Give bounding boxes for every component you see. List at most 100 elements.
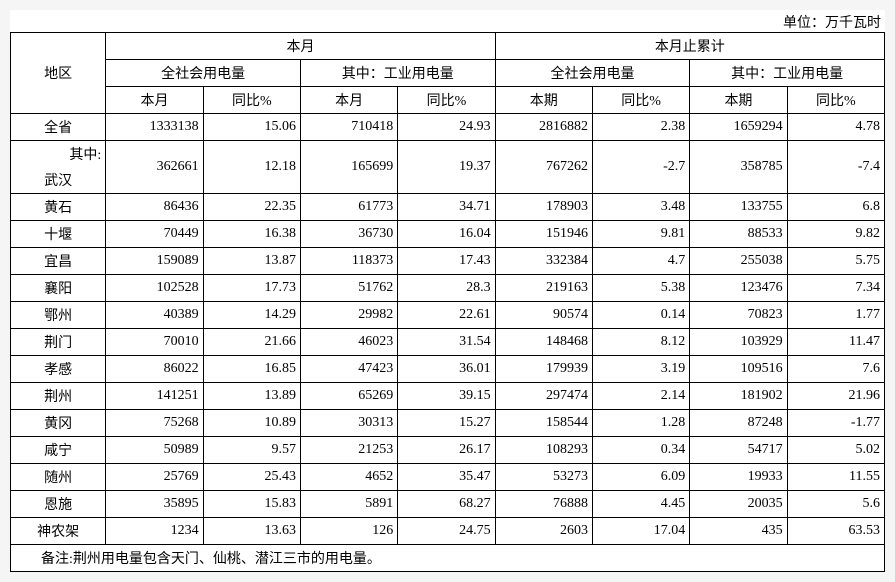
header-total-consumption-cum: 全社会用电量: [495, 60, 690, 87]
table-row: 黄冈7526810.893031315.271585441.2887248-1.…: [11, 410, 885, 437]
value-cell: 165699: [300, 141, 397, 194]
region-cell: 其中:: [11, 141, 106, 168]
value-cell: 5.75: [787, 248, 884, 275]
value-cell: 7.34: [787, 275, 884, 302]
value-cell: 255038: [690, 248, 787, 275]
region-cell: 随州: [11, 464, 106, 491]
table-row: 全省133313815.0671041824.9328168822.381659…: [11, 114, 885, 141]
value-cell: 5.38: [592, 275, 689, 302]
header-month-2: 本月: [300, 87, 397, 114]
value-cell: 178903: [495, 194, 592, 221]
value-cell: 16.38: [203, 221, 300, 248]
value-cell: 297474: [495, 383, 592, 410]
value-cell: 5.02: [787, 437, 884, 464]
value-cell: 70010: [106, 329, 203, 356]
value-cell: 31.54: [398, 329, 495, 356]
value-cell: 2.14: [592, 383, 689, 410]
table-row: 随州2576925.43465235.47532736.091993311.55: [11, 464, 885, 491]
value-cell: 88533: [690, 221, 787, 248]
value-cell: 15.27: [398, 410, 495, 437]
value-cell: 3.48: [592, 194, 689, 221]
value-cell: 9.82: [787, 221, 884, 248]
value-cell: 126: [300, 518, 397, 545]
value-cell: 16.85: [203, 356, 300, 383]
value-cell: 21.66: [203, 329, 300, 356]
header-yoy-4: 同比%: [787, 87, 884, 114]
region-cell: 恩施: [11, 491, 106, 518]
header-month-1: 本月: [106, 87, 203, 114]
value-cell: 70823: [690, 302, 787, 329]
value-cell: -7.4: [787, 141, 884, 194]
header-region: 地区: [11, 33, 106, 114]
header-period-2: 本期: [690, 87, 787, 114]
value-cell: 1.77: [787, 302, 884, 329]
value-cell: 10.89: [203, 410, 300, 437]
value-cell: 36730: [300, 221, 397, 248]
header-industrial-consumption: 其中：工业用电量: [300, 60, 495, 87]
value-cell: 68.27: [398, 491, 495, 518]
value-cell: 15.83: [203, 491, 300, 518]
value-cell: 9.81: [592, 221, 689, 248]
value-cell: 13.87: [203, 248, 300, 275]
value-cell: 358785: [690, 141, 787, 194]
value-cell: 47423: [300, 356, 397, 383]
region-cell: 十堰: [11, 221, 106, 248]
value-cell: 8.12: [592, 329, 689, 356]
header-yoy-3: 同比%: [592, 87, 689, 114]
value-cell: 11.55: [787, 464, 884, 491]
header-industrial-consumption-cum: 其中：工业用电量: [690, 60, 885, 87]
value-cell: 87248: [690, 410, 787, 437]
region-cell: 全省: [11, 114, 106, 141]
unit-label: 单位：万千瓦时: [10, 10, 885, 32]
value-cell: 362661: [106, 141, 203, 194]
value-cell: 40389: [106, 302, 203, 329]
value-cell: 17.73: [203, 275, 300, 302]
region-cell: 武汉: [11, 167, 106, 194]
value-cell: 30313: [300, 410, 397, 437]
value-cell: 9.57: [203, 437, 300, 464]
value-cell: 76888: [495, 491, 592, 518]
header-this-month-group: 本月: [106, 33, 495, 60]
value-cell: 767262: [495, 141, 592, 194]
region-cell: 神农架: [11, 518, 106, 545]
footnote-row: 备注:荆州用电量包含天门、仙桃、潜江三市的用电量。: [11, 545, 885, 572]
value-cell: 1333138: [106, 114, 203, 141]
header-total-consumption: 全社会用电量: [106, 60, 301, 87]
value-cell: 103929: [690, 329, 787, 356]
value-cell: 4.45: [592, 491, 689, 518]
value-cell: 26.17: [398, 437, 495, 464]
value-cell: 24.75: [398, 518, 495, 545]
value-cell: 0.34: [592, 437, 689, 464]
value-cell: 0.14: [592, 302, 689, 329]
value-cell: 219163: [495, 275, 592, 302]
value-cell: 123476: [690, 275, 787, 302]
footnote-text: 备注:荆州用电量包含天门、仙桃、潜江三市的用电量。: [11, 545, 885, 572]
value-cell: 148468: [495, 329, 592, 356]
value-cell: 1659294: [690, 114, 787, 141]
value-cell: 15.06: [203, 114, 300, 141]
value-cell: 65269: [300, 383, 397, 410]
value-cell: 51762: [300, 275, 397, 302]
value-cell: 4.7: [592, 248, 689, 275]
value-cell: 5891: [300, 491, 397, 518]
table-row: 宜昌15908913.8711837317.433323844.72550385…: [11, 248, 885, 275]
value-cell: 25.43: [203, 464, 300, 491]
value-cell: 159089: [106, 248, 203, 275]
value-cell: 17.04: [592, 518, 689, 545]
value-cell: -2.7: [592, 141, 689, 194]
table-header: 地区 本月 本月止累计 全社会用电量 其中：工业用电量 全社会用电量 其中：工业…: [11, 33, 885, 114]
value-cell: 710418: [300, 114, 397, 141]
region-cell: 鄂州: [11, 302, 106, 329]
value-cell: 21253: [300, 437, 397, 464]
value-cell: 22.35: [203, 194, 300, 221]
value-cell: 3.19: [592, 356, 689, 383]
value-cell: 179939: [495, 356, 592, 383]
value-cell: 86022: [106, 356, 203, 383]
value-cell: 151946: [495, 221, 592, 248]
value-cell: 435: [690, 518, 787, 545]
header-period-1: 本期: [495, 87, 592, 114]
value-cell: 332384: [495, 248, 592, 275]
value-cell: 4.78: [787, 114, 884, 141]
header-yoy-2: 同比%: [398, 87, 495, 114]
value-cell: 1234: [106, 518, 203, 545]
